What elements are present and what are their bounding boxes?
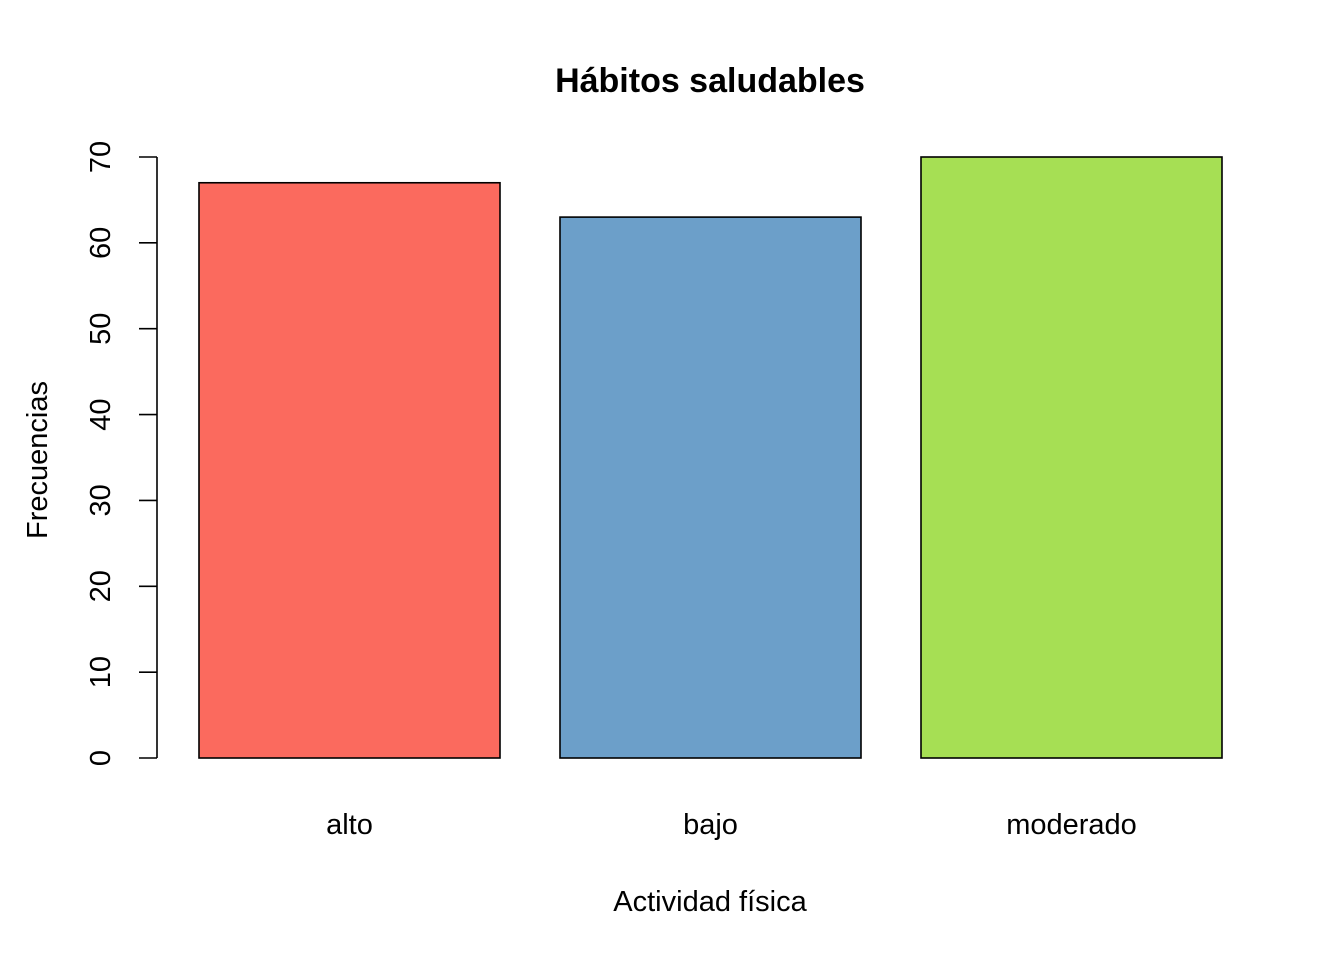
y-tick-label-60: 60 xyxy=(85,227,117,259)
chart-title: Hábitos saludables xyxy=(555,62,865,100)
y-tick-label-30: 30 xyxy=(85,484,117,516)
y-tick-label-50: 50 xyxy=(85,313,117,345)
bar-moderado xyxy=(920,156,1223,759)
y-tick-label-0: 0 xyxy=(85,750,117,766)
x-tick-label-moderado: moderado xyxy=(1006,809,1137,841)
x-axis-labels: alto bajo moderado xyxy=(326,809,1137,841)
x-axis-label: Actividad física xyxy=(613,886,807,918)
y-axis-label: Frecuencias xyxy=(22,381,54,539)
y-tick-label-70: 70 xyxy=(85,141,117,173)
x-tick-label-alto: alto xyxy=(326,809,373,841)
y-tick-label-10: 10 xyxy=(85,656,117,688)
bar-bajo xyxy=(559,216,862,759)
bar-alto xyxy=(198,181,501,759)
y-tick-label-20: 20 xyxy=(85,570,117,602)
y-tick-label-40: 40 xyxy=(85,398,117,430)
y-axis: 0 10 20 30 40 50 60 70 xyxy=(85,141,158,766)
bars-group xyxy=(198,156,1223,759)
x-tick-label-bajo: bajo xyxy=(683,809,738,841)
